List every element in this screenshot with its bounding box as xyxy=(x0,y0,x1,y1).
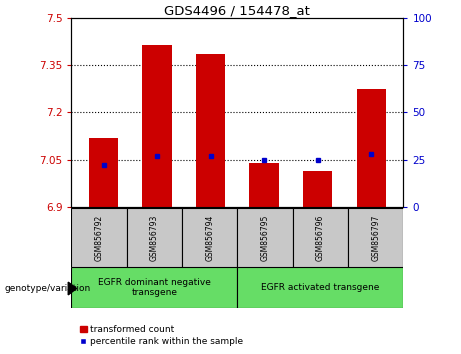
Bar xyxy=(293,208,348,267)
Bar xyxy=(237,267,403,308)
Text: GSM856796: GSM856796 xyxy=(316,214,325,261)
Title: GDS4496 / 154478_at: GDS4496 / 154478_at xyxy=(165,4,310,17)
Text: EGFR dominant negative
transgene: EGFR dominant negative transgene xyxy=(98,278,211,297)
Bar xyxy=(71,267,237,308)
Bar xyxy=(249,163,279,207)
Bar xyxy=(71,208,127,267)
Text: EGFR activated transgene: EGFR activated transgene xyxy=(261,283,379,292)
Bar xyxy=(142,45,172,207)
Bar xyxy=(182,208,237,267)
Polygon shape xyxy=(68,282,77,295)
Text: genotype/variation: genotype/variation xyxy=(5,284,91,293)
Bar xyxy=(89,138,118,207)
Text: GSM856793: GSM856793 xyxy=(150,214,159,261)
Text: GSM856797: GSM856797 xyxy=(371,214,380,261)
Text: GSM856795: GSM856795 xyxy=(260,214,270,261)
Text: GSM856792: GSM856792 xyxy=(95,215,104,261)
Legend: transformed count, percentile rank within the sample: transformed count, percentile rank withi… xyxy=(76,321,247,349)
Bar xyxy=(356,89,386,207)
Bar xyxy=(196,54,225,207)
Text: GSM856794: GSM856794 xyxy=(205,214,214,261)
Bar xyxy=(348,208,403,267)
Bar xyxy=(303,171,332,207)
Bar xyxy=(127,208,182,267)
Bar xyxy=(237,208,293,267)
